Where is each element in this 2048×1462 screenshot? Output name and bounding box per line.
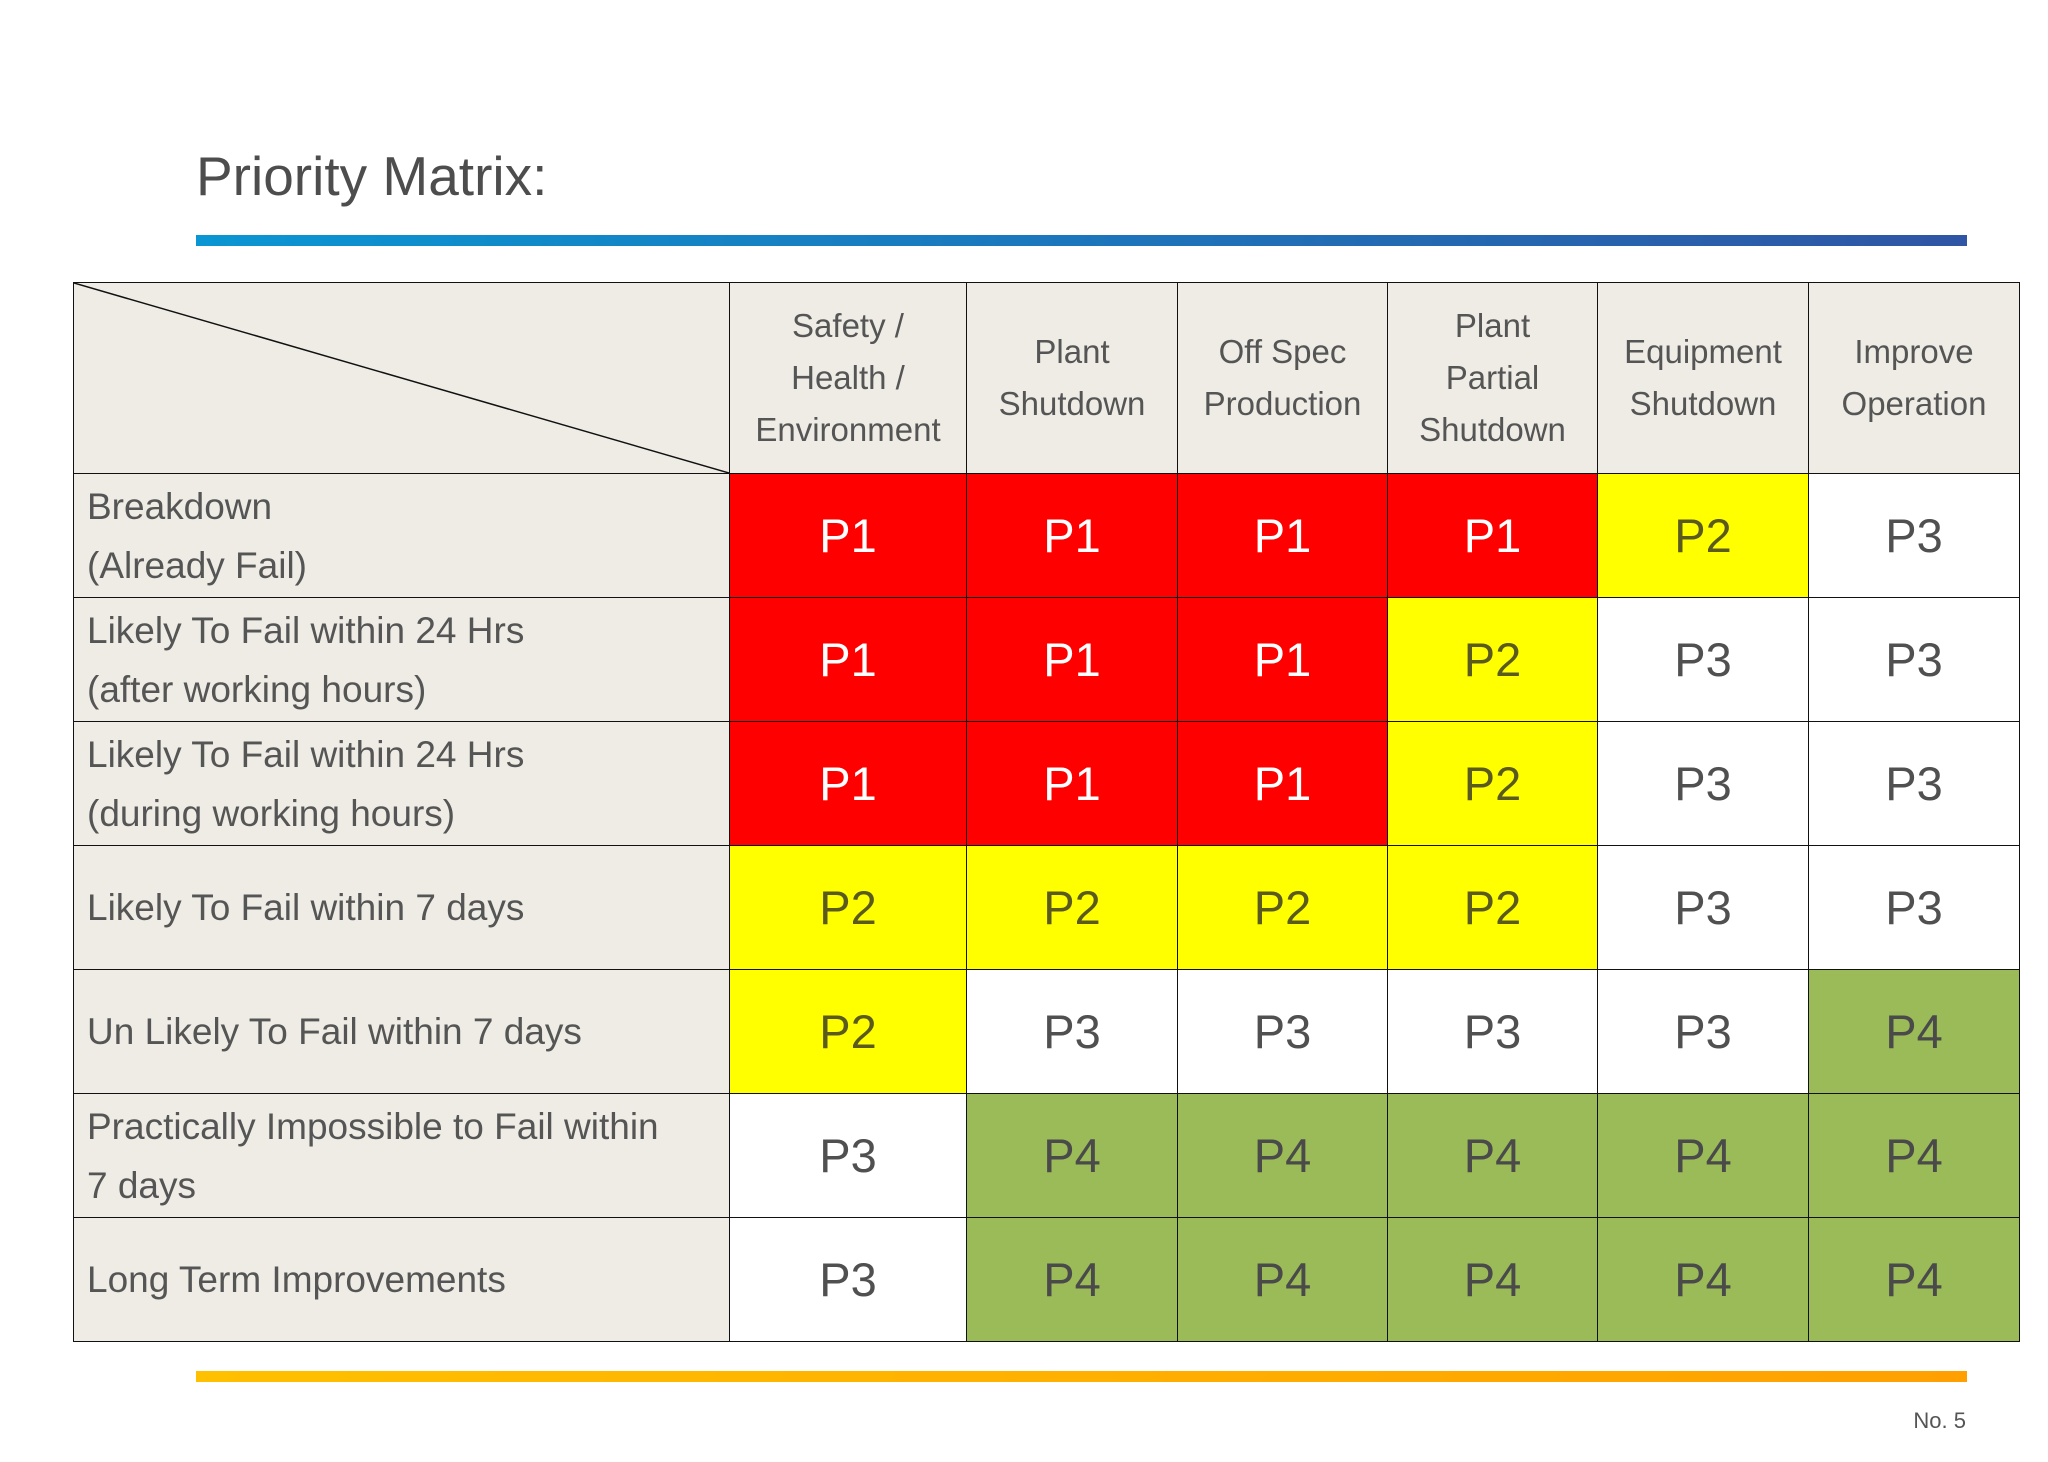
corner-cell bbox=[73, 282, 730, 474]
priority-cell: P1 bbox=[1387, 473, 1598, 598]
priority-cell: P3 bbox=[966, 969, 1178, 1094]
priority-cell: P2 bbox=[729, 845, 967, 970]
priority-cell: P4 bbox=[1597, 1217, 1809, 1342]
priority-cell: P4 bbox=[966, 1217, 1178, 1342]
priority-cell: P1 bbox=[966, 721, 1178, 846]
header-line: Off Spec bbox=[1218, 333, 1347, 370]
priority-cell: P4 bbox=[1808, 1217, 2020, 1342]
header-line: Shutdown bbox=[998, 385, 1146, 422]
priority-cell: P4 bbox=[966, 1093, 1178, 1218]
priority-cell: P2 bbox=[966, 845, 1178, 970]
priority-cell: P1 bbox=[1177, 473, 1388, 598]
priority-cell: P1 bbox=[1177, 721, 1388, 846]
priority-cell: P4 bbox=[1387, 1093, 1598, 1218]
priority-cell: P3 bbox=[729, 1217, 967, 1342]
label-line: Likely To Fail within 7 days bbox=[87, 887, 525, 928]
header-line: Shutdown bbox=[1629, 385, 1777, 422]
header-line: Plant bbox=[1034, 333, 1110, 370]
title-rule bbox=[196, 235, 1967, 246]
priority-cell: P1 bbox=[729, 473, 967, 598]
header-line: Plant bbox=[1454, 307, 1531, 344]
priority-cell: P1 bbox=[966, 473, 1178, 598]
row-label: Practically Impossible to Fail within 7 d… bbox=[73, 1093, 730, 1218]
header-line: Health / bbox=[791, 359, 905, 396]
priority-cell: P3 bbox=[1387, 969, 1598, 1094]
priority-cell: P2 bbox=[1597, 473, 1809, 598]
header-line: Environment bbox=[755, 411, 941, 448]
header-line: Operation bbox=[1841, 385, 1987, 422]
priority-cell: P1 bbox=[729, 721, 967, 846]
label-line: Likely To Fail within 24 Hrs bbox=[87, 733, 525, 775]
priority-cell: P3 bbox=[1808, 721, 2020, 846]
column-header: Equipment Shutdown bbox=[1597, 282, 1809, 474]
priority-cell: P2 bbox=[1387, 597, 1598, 722]
priority-cell: P4 bbox=[1808, 969, 2020, 1094]
priority-cell: P3 bbox=[1597, 721, 1809, 846]
priority-cell: P1 bbox=[966, 597, 1178, 722]
page-number: No. 5 bbox=[1913, 1408, 1966, 1433]
priority-cell: P3 bbox=[1597, 845, 1809, 970]
priority-cell: P4 bbox=[1808, 1093, 2020, 1218]
label-line: (Already Fail) bbox=[87, 544, 307, 586]
priority-cell: P1 bbox=[1177, 597, 1388, 722]
priority-cell: P3 bbox=[1597, 597, 1809, 722]
column-header: Off Spec Production bbox=[1177, 282, 1388, 474]
row-label: Likely To Fail within 7 days bbox=[73, 845, 730, 970]
row-label: Likely To Fail within 24 Hrs (during work… bbox=[73, 721, 730, 846]
column-header: Safety / Health / Environment bbox=[729, 282, 967, 474]
row-label: Likely To Fail within 24 Hrs (after worki… bbox=[73, 597, 730, 722]
label-line: Un Likely To Fail within 7 days bbox=[87, 1011, 582, 1052]
priority-cell: P3 bbox=[1177, 969, 1388, 1094]
column-header: Improve Operation bbox=[1808, 282, 2020, 474]
priority-cell: P4 bbox=[1597, 1093, 1809, 1218]
label-line: 7 days bbox=[87, 1164, 197, 1206]
header-line: Safety / bbox=[792, 307, 904, 344]
priority-cell: P2 bbox=[1387, 845, 1598, 970]
row-label: Breakdown (Already Fail) bbox=[73, 473, 730, 598]
priority-cell: P3 bbox=[1808, 597, 2020, 722]
header-line: Equipment bbox=[1624, 333, 1782, 370]
diagonal bbox=[74, 283, 729, 473]
header-line: Partial bbox=[1445, 359, 1540, 396]
priority-cell: P3 bbox=[1597, 969, 1809, 1094]
header-line: Improve bbox=[1854, 333, 1974, 370]
column-header: Plant Partial Shutdown bbox=[1387, 282, 1598, 474]
priority-cell: P3 bbox=[729, 1093, 967, 1218]
priority-cell: P1 bbox=[729, 597, 967, 722]
footer-rule bbox=[196, 1371, 1967, 1382]
label-line: (during working hours) bbox=[87, 792, 456, 834]
label-line: Long Term Improvements bbox=[87, 1259, 506, 1300]
label-line: Practically Impossible to Fail within bbox=[87, 1105, 659, 1147]
priority-cell: P2 bbox=[729, 969, 967, 1094]
label-line: Likely To Fail within 24 Hrs bbox=[87, 609, 525, 651]
priority-cell: P3 bbox=[1808, 473, 2020, 598]
title: Priority Matrix: bbox=[196, 145, 548, 207]
row-label: Un Likely To Fail within 7 days bbox=[73, 969, 730, 1094]
priority-cell: P4 bbox=[1177, 1217, 1388, 1342]
priority-cell: P2 bbox=[1177, 845, 1388, 970]
column-header: Plant Shutdown bbox=[966, 282, 1178, 474]
priority-cell: P2 bbox=[1387, 721, 1598, 846]
row-label: Long Term Improvements bbox=[73, 1217, 730, 1342]
header-line: Shutdown bbox=[1419, 411, 1566, 448]
label-line: (after working hours) bbox=[87, 668, 427, 710]
priority-cell: P4 bbox=[1387, 1217, 1598, 1342]
priority-cell: P4 bbox=[1177, 1093, 1388, 1218]
header-line: Production bbox=[1203, 385, 1362, 422]
label-line: Breakdown bbox=[87, 485, 273, 527]
priority-cell: P3 bbox=[1808, 845, 2020, 970]
